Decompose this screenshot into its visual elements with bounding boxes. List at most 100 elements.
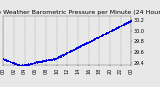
Point (21, 65, 24, 66)
Point (69, 51, 71, 52)
Point (7, 60, 9, 61)
Point (24, 65, 26, 66)
Point (113, 28, 116, 29)
Point (28, 63, 30, 65)
Point (39, 60, 42, 62)
Point (26, 63, 29, 65)
Point (91, 39, 94, 40)
Point (16, 63, 19, 65)
Point (125, 23, 127, 24)
Point (78, 46, 80, 47)
Point (93, 38, 96, 39)
Point (45, 60, 47, 62)
Point (83, 43, 85, 45)
Point (124, 23, 127, 24)
Point (9, 61, 11, 62)
Point (72, 49, 74, 50)
Point (105, 33, 108, 34)
Point (71, 49, 74, 51)
Point (106, 31, 108, 33)
Point (125, 22, 128, 23)
Point (42, 60, 45, 61)
Point (44, 60, 47, 61)
Point (17, 64, 19, 65)
Point (129, 20, 132, 21)
Point (11, 62, 13, 63)
Point (57, 56, 60, 57)
Point (70, 50, 72, 51)
Point (15, 64, 18, 65)
Point (101, 34, 103, 35)
Point (52, 59, 55, 60)
Point (41, 60, 43, 61)
Point (71, 49, 74, 51)
Point (52, 58, 54, 60)
Point (60, 54, 63, 55)
Point (56, 57, 58, 58)
Point (62, 54, 64, 55)
Point (105, 33, 107, 34)
Point (111, 29, 114, 31)
Point (72, 49, 75, 50)
Point (119, 25, 122, 27)
Point (68, 50, 70, 52)
Point (101, 33, 104, 35)
Point (14, 62, 16, 64)
Point (104, 33, 106, 34)
Point (52, 58, 54, 60)
Point (93, 39, 95, 40)
Point (110, 30, 113, 31)
Point (13, 63, 16, 64)
Point (70, 50, 73, 51)
Point (58, 56, 60, 57)
Point (114, 28, 117, 29)
Point (62, 53, 65, 55)
Point (66, 52, 68, 53)
Point (56, 56, 58, 58)
Point (28, 63, 31, 65)
Point (117, 26, 119, 28)
Point (69, 50, 72, 51)
Point (63, 53, 65, 55)
Point (44, 59, 47, 61)
Point (3, 58, 5, 60)
Point (89, 40, 92, 41)
Point (40, 60, 42, 61)
Point (106, 32, 109, 33)
Point (35, 62, 37, 63)
Point (72, 48, 75, 50)
Point (80, 44, 83, 46)
Point (82, 44, 85, 45)
Point (72, 49, 75, 50)
Point (35, 61, 38, 63)
Point (92, 39, 95, 40)
Point (116, 27, 118, 28)
Point (26, 63, 28, 65)
Point (88, 41, 91, 43)
Point (110, 30, 112, 31)
Point (76, 47, 78, 48)
Point (54, 58, 57, 59)
Point (25, 64, 28, 66)
Point (127, 21, 130, 23)
Point (55, 57, 58, 59)
Point (71, 49, 74, 50)
Point (37, 61, 39, 62)
Point (85, 42, 88, 44)
Point (23, 64, 26, 66)
Point (100, 35, 102, 36)
Point (107, 31, 109, 33)
Point (123, 23, 126, 24)
Point (63, 54, 65, 55)
Point (97, 36, 100, 37)
Point (38, 61, 41, 62)
Point (99, 35, 101, 37)
Point (32, 62, 34, 63)
Point (41, 60, 44, 62)
Point (15, 63, 17, 64)
Point (70, 49, 72, 50)
Point (17, 64, 20, 65)
Point (38, 61, 40, 62)
Point (112, 28, 114, 29)
Point (10, 61, 13, 63)
